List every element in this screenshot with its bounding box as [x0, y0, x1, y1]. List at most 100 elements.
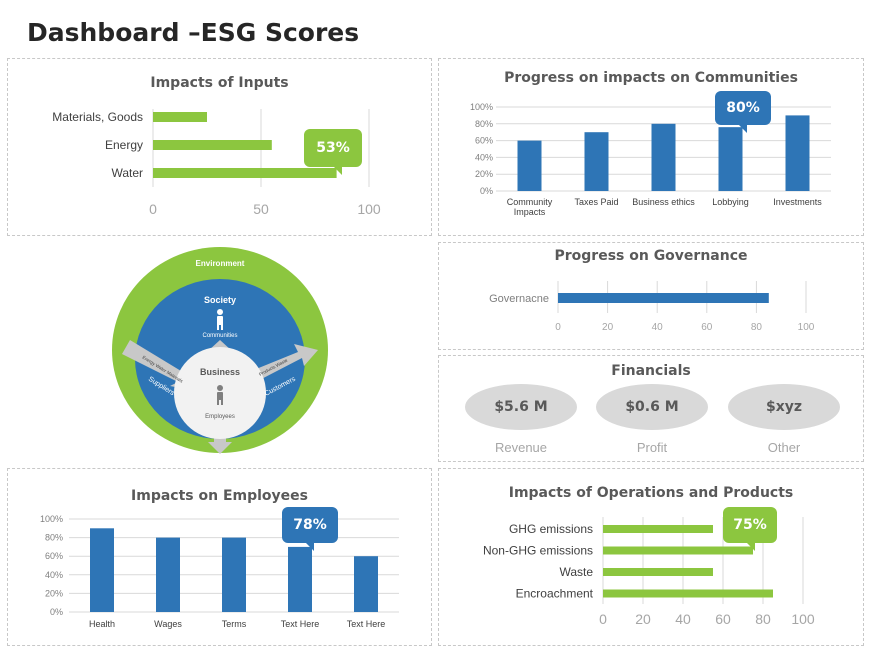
communities-category-label: Investments	[773, 197, 822, 207]
inputs-x-tick: 0	[149, 201, 157, 217]
operations-x-tick: 100	[791, 611, 815, 627]
communities-person-icon	[217, 309, 223, 330]
employees-title: Impacts on Employees	[131, 488, 308, 504]
communities-callout-text: 80%	[726, 100, 760, 116]
communities-category-label: Business ethics	[632, 197, 695, 207]
page-title: Dashboard –ESG Scores	[27, 18, 360, 47]
financials-panel: Financials $5.6 M $0.6 M $xyz Revenue Pr…	[438, 355, 864, 462]
operations-category-label: Encroachment	[516, 587, 594, 601]
governance-x-tick: 80	[751, 322, 763, 333]
communities-category-label: Community	[507, 197, 553, 207]
communities-bar	[517, 140, 542, 191]
communities-category-label: Taxes Paid	[574, 197, 618, 207]
operations-title: Impacts of Operations and Products	[508, 485, 794, 501]
employees-bar	[156, 537, 180, 612]
employees-bar	[90, 528, 114, 612]
operations-category-label: Waste	[559, 565, 593, 579]
operations-x-tick: 0	[599, 611, 607, 627]
employees-y-tick: 20%	[45, 588, 63, 598]
suppliers-arrow-icon	[122, 340, 192, 390]
operations-category-label: Non-GHG emissions	[483, 544, 593, 558]
employees-category-label: Health	[89, 619, 115, 629]
employees-category-label: Text Here	[347, 619, 386, 629]
inputs-panel: Impacts of Inputs 0 50 100 Materials, Goods…	[7, 58, 432, 236]
operations-x-tick: 60	[715, 611, 731, 627]
communities-bar	[651, 123, 676, 191]
employees-bar	[288, 546, 312, 612]
governance-x-tick: 20	[602, 322, 614, 333]
communities-y-tick: 60%	[475, 136, 493, 146]
employee-person-icon	[217, 385, 223, 405]
other-value: $xyz	[728, 384, 840, 430]
operations-x-tick: 40	[675, 611, 691, 627]
governance-x-tick: 60	[701, 322, 713, 333]
employees-y-tick: 40%	[45, 570, 63, 580]
communities-y-tick: 20%	[475, 169, 493, 179]
employees-y-tick: 60%	[45, 551, 63, 561]
operations-panel: Impacts of Operations and Products 0 20 40…	[438, 468, 864, 646]
employees-category-label: Text Here	[281, 619, 320, 629]
governance-panel: Progress on Governance 0 20 40 60 80 100 Gover…	[438, 242, 864, 350]
communities-label: Communities	[202, 333, 237, 339]
other-label: Other	[767, 440, 801, 455]
communities-bar	[718, 127, 743, 191]
communities-bar	[785, 115, 810, 191]
operations-bar	[603, 546, 753, 555]
revenue-value: $5.6 M	[465, 384, 577, 430]
society-label: Society	[204, 295, 236, 305]
governance-title: Progress on Governance	[554, 248, 748, 264]
employees-callout-text: 78%	[293, 517, 327, 533]
financials-title: Financials	[611, 363, 691, 379]
employees-category-label: Terms	[222, 619, 247, 629]
employees-chart: 0% 20% 40% 60% 80% 100% Health Wages Terms Text H…	[40, 514, 399, 629]
revenue-label: Revenue	[494, 440, 548, 455]
communities-y-tick: 80%	[475, 119, 493, 129]
governance-chart: 0 20 40 60 80 100 Governacne	[489, 281, 815, 333]
business-label: Business	[200, 367, 240, 377]
communities-y-tick: 0%	[480, 186, 493, 196]
inputs-bar	[153, 140, 272, 150]
environment-label: Environment	[196, 259, 245, 268]
inputs-title: Impacts of Inputs	[150, 75, 289, 91]
employees-panel: Impacts on Employees 0% 20% 40% 60% 80% 100% H…	[7, 468, 432, 646]
communities-y-tick: 100%	[470, 102, 493, 112]
profit-value: $0.6 M	[596, 384, 708, 430]
communities-category-label: Impacts	[514, 207, 546, 217]
operations-x-tick: 20	[635, 611, 651, 627]
communities-y-tick: 40%	[475, 152, 493, 162]
operations-chart: 0 20 40 60 80 100 GHG emissions Non-GHG emissio…	[483, 517, 815, 627]
employees-bar	[354, 556, 378, 612]
inputs-category-label: Energy	[105, 138, 143, 152]
communities-callout: 80%	[715, 91, 771, 133]
profit-label: Profit	[636, 440, 668, 455]
employees-callout: 78%	[282, 507, 338, 551]
communities-category-label: Lobbying	[712, 197, 749, 207]
operations-x-tick: 80	[755, 611, 771, 627]
inputs-x-tick: 100	[357, 201, 381, 217]
operations-bar	[603, 525, 713, 533]
employees-y-tick: 0%	[50, 607, 63, 617]
operations-callout: 75%	[723, 507, 777, 551]
operations-bar	[603, 589, 773, 598]
inputs-bar	[153, 112, 207, 122]
communities-title: Progress on impacts on Communities	[504, 70, 798, 86]
employees-category-label: Wages	[154, 619, 182, 629]
communities-panel: Progress on impacts on Communities 0% 20%…	[438, 58, 864, 236]
operations-category-label: GHG emissions	[509, 522, 593, 536]
governance-bar	[558, 293, 769, 303]
governance-x-tick: 40	[652, 322, 664, 333]
inputs-category-label: Water	[111, 166, 143, 180]
governance-category-label: Governacne	[489, 293, 549, 305]
inputs-callout: 53%	[304, 129, 362, 175]
operations-bar	[603, 568, 713, 576]
inputs-category-label: Materials, Goods	[52, 110, 143, 124]
inputs-bar	[153, 168, 337, 178]
esg-diagram: Environment Society Communities Business…	[112, 247, 328, 454]
employees-y-tick: 80%	[45, 533, 63, 543]
employees-label: Employees	[205, 414, 235, 420]
communities-bar	[584, 132, 609, 191]
governance-x-tick: 0	[555, 322, 561, 333]
governance-x-tick: 100	[798, 322, 815, 333]
employees-bar	[222, 537, 246, 612]
